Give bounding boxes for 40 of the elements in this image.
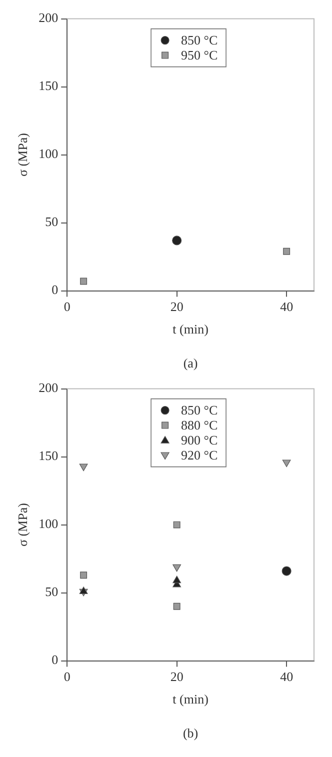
legend-label: 920 °C [181, 448, 218, 463]
y-tick-label: 50 [45, 214, 58, 230]
point [172, 564, 182, 572]
point [173, 521, 180, 528]
point [282, 460, 291, 468]
x-axis-title: t (min) [172, 692, 208, 707]
x-tick-label: 0 [64, 669, 70, 684]
y-tick-label: 150 [38, 78, 58, 94]
y-tick-label: 150 [38, 448, 58, 464]
y-axis-title: σ (MPa) [15, 133, 30, 177]
x-tick-label: 40 [280, 299, 294, 314]
x-axis-title: t (min) [172, 322, 208, 337]
legend-label: 850 °C [181, 32, 218, 48]
y-tick-label: 100 [38, 146, 58, 162]
point [79, 586, 88, 594]
y-axis-title: σ (MPa) [15, 503, 30, 547]
point [173, 602, 180, 610]
y-tick-label: 100 [38, 516, 58, 532]
legend-label: 950 °C [181, 48, 218, 63]
legend-label: 850 °C [181, 402, 218, 418]
point [79, 464, 88, 472]
point [172, 236, 182, 246]
point [172, 576, 182, 584]
point [80, 572, 88, 579]
y-tick-label: 0 [52, 282, 58, 298]
x-tick-label: 20 [170, 299, 184, 314]
point [283, 248, 290, 255]
y-tick-label: 200 [38, 380, 58, 396]
x-tick-label: 40 [280, 669, 294, 684]
x-tick-label: 20 [170, 669, 184, 684]
point [282, 566, 292, 576]
y-tick-label: 200 [38, 10, 58, 26]
text: (a) [183, 355, 198, 370]
legend-label: 880 °C [181, 418, 218, 433]
point [80, 278, 88, 285]
legend-label: 900 °C [181, 432, 218, 448]
text: (b) [182, 725, 198, 740]
y-tick-label: 50 [45, 584, 58, 600]
y-tick-label: 0 [52, 652, 58, 668]
x-tick-label: 0 [64, 299, 70, 314]
